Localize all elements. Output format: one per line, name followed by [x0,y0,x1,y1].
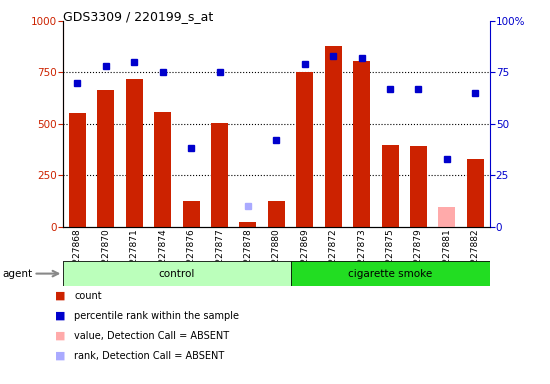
Text: cigarette smoke: cigarette smoke [348,268,432,279]
Text: control: control [159,268,195,279]
Text: ■: ■ [55,331,65,341]
Text: agent: agent [3,268,33,279]
Bar [296,73,314,227]
Bar [183,201,200,227]
Bar [438,207,455,227]
Text: ■: ■ [55,311,65,321]
Bar [382,146,399,227]
Bar [154,111,171,227]
Bar [97,90,114,227]
Bar [353,61,370,227]
Bar [69,113,86,227]
Bar [410,146,427,227]
Bar [239,222,256,227]
Text: ■: ■ [55,291,65,301]
Bar [211,123,228,227]
Bar [324,46,342,227]
Text: count: count [74,291,102,301]
Text: ■: ■ [55,351,65,361]
Text: rank, Detection Call = ABSENT: rank, Detection Call = ABSENT [74,351,224,361]
Text: GDS3309 / 220199_s_at: GDS3309 / 220199_s_at [63,10,213,23]
Bar [268,201,285,227]
Text: value, Detection Call = ABSENT: value, Detection Call = ABSENT [74,331,229,341]
Bar [126,79,143,227]
Bar [63,261,290,286]
Bar [467,159,484,227]
Text: percentile rank within the sample: percentile rank within the sample [74,311,239,321]
Bar [290,261,490,286]
